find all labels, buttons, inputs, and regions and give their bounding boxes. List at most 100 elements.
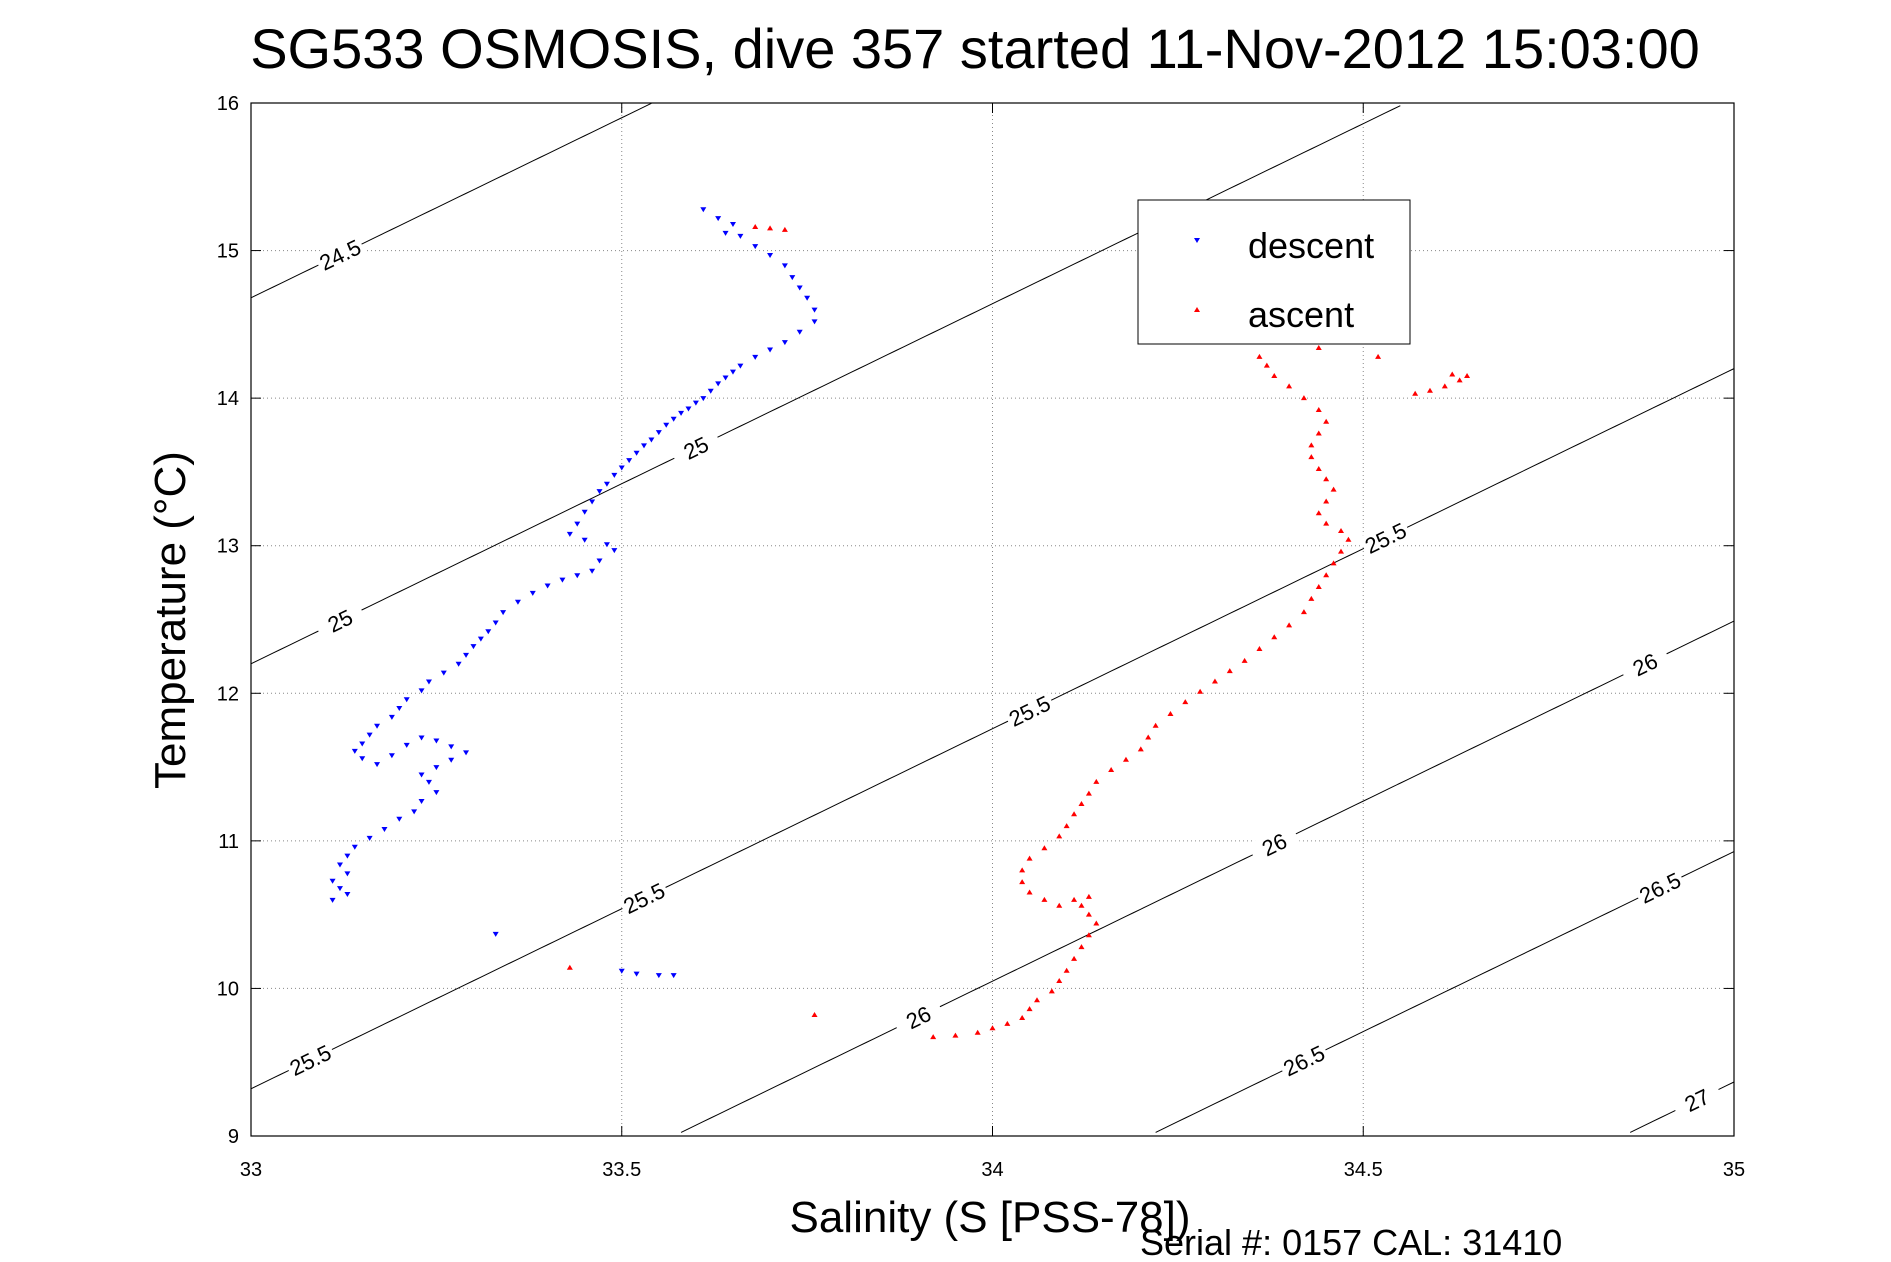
ascent-point	[1375, 353, 1382, 359]
ascent-point	[1019, 1014, 1026, 1020]
descent-point	[425, 679, 432, 685]
descent-point	[707, 388, 714, 394]
ascent-point	[1078, 902, 1085, 908]
descent-point	[470, 644, 477, 650]
ascent-point	[1338, 548, 1345, 554]
chart-title: SG533 OSMOSIS, dive 357 started 11-Nov-2…	[250, 17, 1700, 80]
ascent-point	[989, 1025, 996, 1031]
descent-point	[678, 410, 685, 416]
contour-label-bg	[313, 599, 367, 642]
ascent-point	[1464, 373, 1471, 379]
ascent-point	[1412, 390, 1419, 396]
ascent-point	[1019, 879, 1026, 885]
descent-point	[781, 340, 788, 346]
descent-point	[722, 230, 729, 236]
y-tick-label: 13	[217, 536, 239, 558]
descent-point	[574, 573, 581, 579]
descent-point	[633, 450, 640, 456]
descent-point	[455, 661, 462, 667]
descent-point	[633, 971, 640, 977]
ascent-point	[1308, 442, 1315, 448]
descent-point	[603, 542, 610, 548]
ascent-point	[1093, 920, 1100, 926]
contour-label-bg	[1277, 1039, 1331, 1082]
ascent-point	[1315, 344, 1322, 350]
descent-point	[781, 263, 788, 269]
ascent-point	[1137, 746, 1144, 752]
descent-point	[418, 799, 425, 805]
descent-point	[589, 499, 596, 505]
descent-point	[492, 620, 499, 626]
ascent-point	[1182, 699, 1189, 705]
contour-label-bg	[1670, 1078, 1724, 1122]
ascent-point	[1026, 889, 1033, 895]
descent-point	[366, 732, 373, 738]
descent-point	[366, 835, 373, 841]
ascent-point	[811, 1011, 818, 1017]
density-contour-line	[250, 368, 1735, 1090]
descent-point	[344, 871, 351, 877]
descent-point	[344, 891, 351, 897]
descent-point	[351, 748, 358, 754]
descent-point	[411, 809, 418, 815]
ascent-point	[1323, 572, 1330, 578]
y-tick-label: 11	[218, 831, 239, 853]
descent-point	[351, 844, 358, 850]
descent-point	[737, 233, 744, 239]
ascent-point	[1071, 896, 1078, 902]
density-contour-line	[680, 620, 1735, 1133]
descent-point	[396, 816, 403, 822]
ascent-point	[1345, 536, 1352, 542]
y-tick-label: 9	[228, 1126, 239, 1148]
descent-point	[463, 652, 470, 658]
descent-point	[796, 329, 803, 335]
data-points	[329, 207, 1471, 1040]
ascent-point	[1300, 609, 1307, 615]
ascent-point	[566, 964, 573, 970]
descent-point	[626, 458, 633, 464]
x-tick-label: 34.5	[1344, 1159, 1383, 1181]
contour-label-bg	[1002, 689, 1057, 732]
y-tick-label: 14	[217, 388, 239, 410]
descent-point	[722, 375, 729, 381]
ascent-point	[1211, 678, 1218, 684]
descent-point	[811, 319, 818, 325]
descent-point	[796, 285, 803, 291]
y-tick-label: 16	[217, 93, 239, 115]
ascent-point	[1330, 560, 1337, 566]
ascent-point	[1056, 833, 1063, 839]
descent-point	[359, 741, 366, 747]
ascent-point	[1071, 811, 1078, 817]
ascent-point	[1063, 823, 1070, 829]
descent-point	[329, 878, 336, 884]
descent-point	[477, 636, 484, 642]
ascent-point	[1263, 362, 1270, 368]
descent-point	[433, 765, 440, 771]
ascent-point	[1145, 734, 1152, 740]
descent-point	[374, 723, 381, 729]
ascent-point	[1056, 902, 1063, 908]
ascent-point	[1323, 498, 1330, 504]
ascent-point	[1315, 406, 1322, 412]
ascent-point	[1197, 688, 1204, 694]
ascent-point	[1026, 1006, 1033, 1012]
ascent-point	[1085, 911, 1092, 917]
ascent-point	[1330, 486, 1337, 492]
descent-point	[425, 779, 432, 785]
x-tick-label: 33.5	[602, 1159, 641, 1181]
descent-point	[574, 521, 581, 527]
x-tick-label: 33	[240, 1159, 262, 1181]
ascent-point	[1300, 395, 1307, 401]
ascent-point	[1315, 430, 1322, 436]
legend-ascent-label: ascent	[1248, 294, 1354, 335]
y-axis-label: Temperature (°C)	[146, 451, 195, 789]
descent-point	[448, 757, 455, 763]
descent-point	[403, 742, 410, 748]
ascent-point	[1108, 767, 1115, 773]
ascent-point	[1456, 377, 1463, 383]
ascent-point	[1286, 622, 1293, 628]
ascent-point	[752, 223, 759, 229]
ascent-point	[1241, 657, 1248, 663]
